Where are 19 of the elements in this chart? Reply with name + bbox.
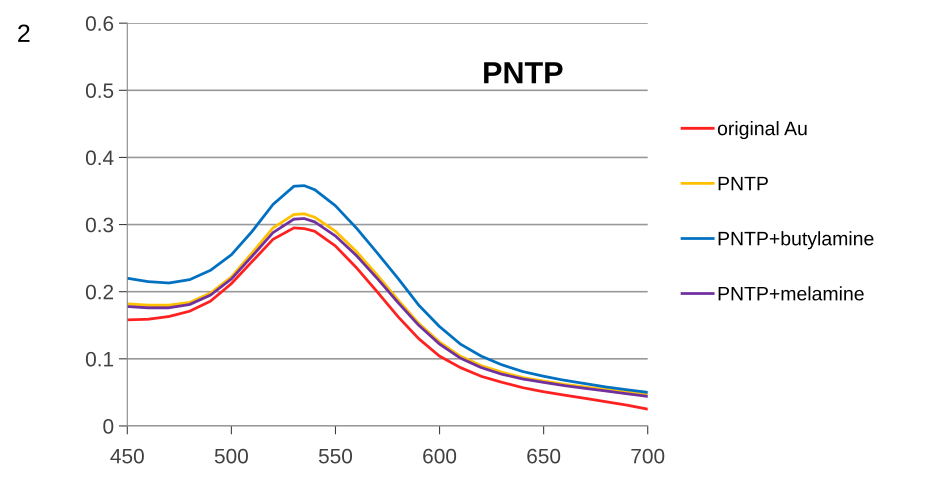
legend-label: PNTP xyxy=(718,176,768,190)
text: 2 xyxy=(18,24,30,42)
y-tick-label: 0.1 xyxy=(86,352,114,367)
x-tick-label: 700 xyxy=(631,448,664,464)
y-tick-label: 0.4 xyxy=(86,150,114,166)
text: PNTP xyxy=(484,62,563,84)
x-tick-label: 550 xyxy=(318,448,352,464)
x-tick-label: 450 xyxy=(110,448,144,464)
legend-label: PNTP+butylamine xyxy=(718,231,874,250)
y-tick-label: 0.2 xyxy=(86,284,114,300)
y-tick-label: 0.5 xyxy=(86,83,114,98)
y-tick-label: 0.3 xyxy=(86,218,114,232)
x-tick-label: 600 xyxy=(423,448,456,464)
y-tick-label: 0.6 xyxy=(86,16,114,31)
x-tick-label: 500 xyxy=(214,448,248,464)
legend-label: original Au xyxy=(718,121,807,140)
x-tick-label: 650 xyxy=(527,448,560,464)
legend-label: PNTP+melamine xyxy=(718,286,864,301)
y-tick-label: 0 xyxy=(103,418,114,434)
